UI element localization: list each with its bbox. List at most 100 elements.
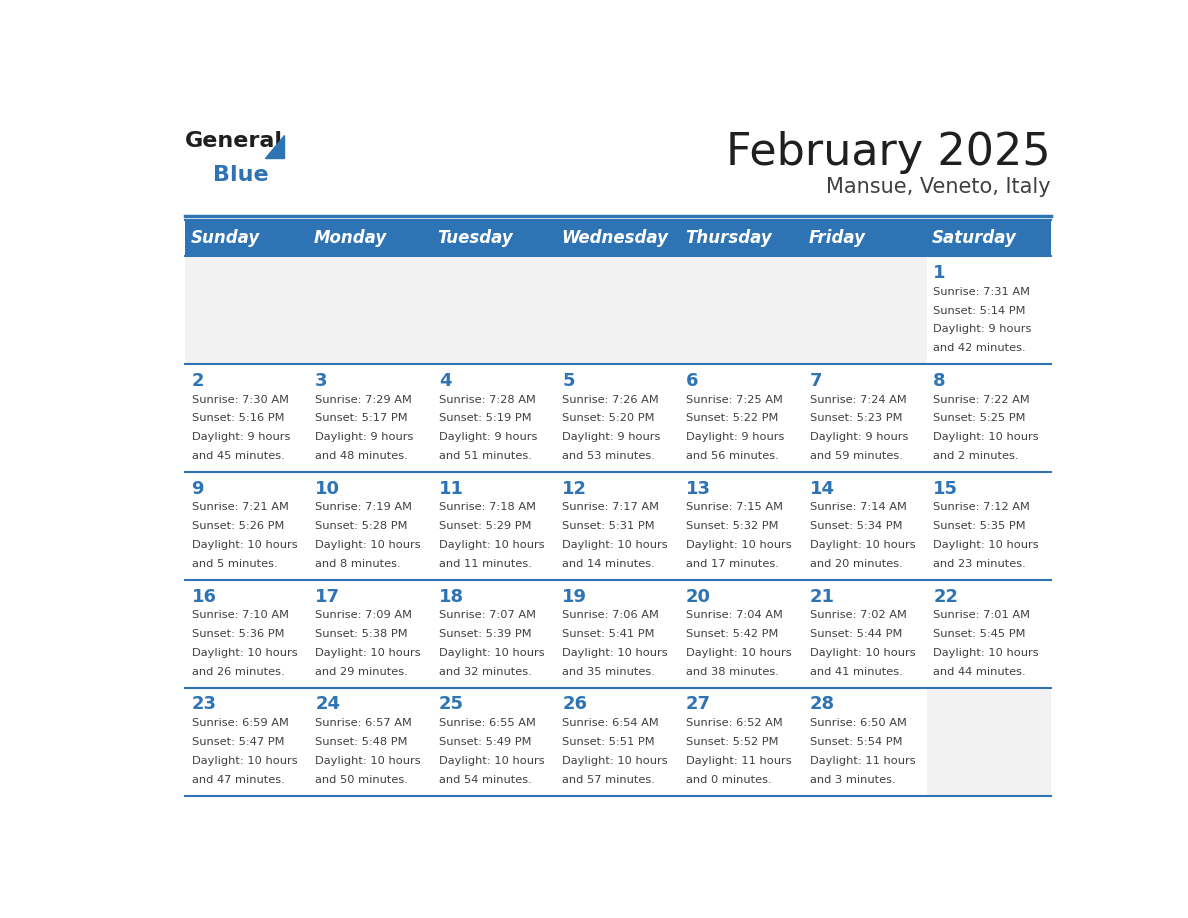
Text: Daylight: 9 hours: Daylight: 9 hours — [438, 432, 537, 442]
Text: and 44 minutes.: and 44 minutes. — [934, 666, 1026, 677]
Text: and 53 minutes.: and 53 minutes. — [562, 451, 656, 461]
Bar — [432, 219, 556, 256]
Text: Daylight: 9 hours: Daylight: 9 hours — [562, 432, 661, 442]
Text: and 47 minutes.: and 47 minutes. — [191, 775, 284, 785]
Text: Sunrise: 7:18 AM: Sunrise: 7:18 AM — [438, 502, 536, 512]
Text: Sunset: 5:44 PM: Sunset: 5:44 PM — [810, 629, 902, 639]
Bar — [803, 688, 927, 796]
Text: Blue: Blue — [213, 165, 268, 185]
Text: Daylight: 9 hours: Daylight: 9 hours — [934, 324, 1031, 334]
Text: 10: 10 — [315, 480, 340, 498]
Text: Sunset: 5:39 PM: Sunset: 5:39 PM — [438, 629, 531, 639]
Bar — [680, 256, 803, 364]
Text: Sunset: 5:36 PM: Sunset: 5:36 PM — [191, 629, 284, 639]
Text: and 38 minutes.: and 38 minutes. — [685, 666, 779, 677]
Bar — [680, 472, 803, 580]
Bar — [309, 256, 432, 364]
Bar — [680, 219, 803, 256]
Text: Sunset: 5:49 PM: Sunset: 5:49 PM — [438, 737, 531, 747]
Bar — [432, 580, 556, 688]
Text: 15: 15 — [934, 480, 959, 498]
Text: Sunrise: 7:22 AM: Sunrise: 7:22 AM — [934, 395, 1030, 405]
Text: Daylight: 10 hours: Daylight: 10 hours — [685, 540, 791, 550]
Bar — [432, 364, 556, 472]
Text: and 59 minutes.: and 59 minutes. — [810, 451, 903, 461]
Text: and 2 minutes.: and 2 minutes. — [934, 451, 1019, 461]
Text: Sunrise: 6:55 AM: Sunrise: 6:55 AM — [438, 718, 536, 728]
Text: Sunday: Sunday — [190, 230, 259, 247]
Text: 20: 20 — [685, 588, 712, 606]
Text: and 50 minutes.: and 50 minutes. — [315, 775, 407, 785]
Text: Daylight: 10 hours: Daylight: 10 hours — [934, 432, 1040, 442]
Text: and 14 minutes.: and 14 minutes. — [562, 559, 655, 569]
Text: Sunset: 5:19 PM: Sunset: 5:19 PM — [438, 413, 531, 423]
Text: Daylight: 10 hours: Daylight: 10 hours — [810, 648, 915, 658]
Bar — [927, 364, 1051, 472]
Text: Sunset: 5:35 PM: Sunset: 5:35 PM — [934, 521, 1026, 532]
Text: Thursday: Thursday — [684, 230, 771, 247]
Text: Sunset: 5:54 PM: Sunset: 5:54 PM — [810, 737, 902, 747]
Text: and 0 minutes.: and 0 minutes. — [685, 775, 772, 785]
Text: 16: 16 — [191, 588, 216, 606]
Text: Sunrise: 7:24 AM: Sunrise: 7:24 AM — [810, 395, 906, 405]
Text: 28: 28 — [810, 696, 835, 713]
Text: and 41 minutes.: and 41 minutes. — [810, 666, 903, 677]
Text: and 26 minutes.: and 26 minutes. — [191, 666, 284, 677]
Text: 8: 8 — [934, 372, 946, 390]
Bar — [309, 472, 432, 580]
Text: Sunrise: 7:07 AM: Sunrise: 7:07 AM — [438, 610, 536, 621]
Bar — [803, 256, 927, 364]
Text: Sunset: 5:31 PM: Sunset: 5:31 PM — [562, 521, 655, 532]
Text: February 2025: February 2025 — [726, 131, 1051, 174]
Text: Sunrise: 7:31 AM: Sunrise: 7:31 AM — [934, 286, 1030, 297]
Text: Sunrise: 7:04 AM: Sunrise: 7:04 AM — [685, 610, 783, 621]
Text: General: General — [185, 131, 283, 151]
Text: Sunset: 5:42 PM: Sunset: 5:42 PM — [685, 629, 778, 639]
Text: Wednesday: Wednesday — [561, 230, 668, 247]
Bar — [556, 688, 680, 796]
Text: 14: 14 — [810, 480, 835, 498]
Text: Sunrise: 7:06 AM: Sunrise: 7:06 AM — [562, 610, 659, 621]
Text: Sunset: 5:22 PM: Sunset: 5:22 PM — [685, 413, 778, 423]
Bar — [680, 364, 803, 472]
Text: Daylight: 10 hours: Daylight: 10 hours — [934, 540, 1040, 550]
Text: Daylight: 10 hours: Daylight: 10 hours — [438, 540, 544, 550]
Text: Sunset: 5:47 PM: Sunset: 5:47 PM — [191, 737, 284, 747]
Text: Daylight: 11 hours: Daylight: 11 hours — [810, 756, 915, 766]
Text: 24: 24 — [315, 696, 340, 713]
Bar — [680, 580, 803, 688]
Text: Sunset: 5:45 PM: Sunset: 5:45 PM — [934, 629, 1025, 639]
Bar — [185, 472, 309, 580]
Text: Sunset: 5:32 PM: Sunset: 5:32 PM — [685, 521, 778, 532]
Text: 3: 3 — [315, 372, 328, 390]
Bar — [432, 688, 556, 796]
Bar — [803, 364, 927, 472]
Text: Daylight: 10 hours: Daylight: 10 hours — [315, 540, 421, 550]
Text: Daylight: 10 hours: Daylight: 10 hours — [810, 540, 915, 550]
Text: Sunrise: 7:10 AM: Sunrise: 7:10 AM — [191, 610, 289, 621]
Text: Sunset: 5:28 PM: Sunset: 5:28 PM — [315, 521, 407, 532]
Bar — [185, 219, 309, 256]
Text: and 54 minutes.: and 54 minutes. — [438, 775, 531, 785]
Text: Daylight: 10 hours: Daylight: 10 hours — [315, 756, 421, 766]
Text: 19: 19 — [562, 588, 587, 606]
Text: Sunset: 5:17 PM: Sunset: 5:17 PM — [315, 413, 407, 423]
Bar — [803, 580, 927, 688]
Text: 7: 7 — [810, 372, 822, 390]
Text: Sunset: 5:48 PM: Sunset: 5:48 PM — [315, 737, 407, 747]
Bar — [432, 256, 556, 364]
Bar — [309, 688, 432, 796]
Text: 23: 23 — [191, 696, 216, 713]
Text: Daylight: 10 hours: Daylight: 10 hours — [934, 648, 1040, 658]
Text: Sunset: 5:51 PM: Sunset: 5:51 PM — [562, 737, 655, 747]
Text: Daylight: 9 hours: Daylight: 9 hours — [810, 432, 908, 442]
Text: Daylight: 9 hours: Daylight: 9 hours — [685, 432, 784, 442]
Text: and 3 minutes.: and 3 minutes. — [810, 775, 896, 785]
Text: Daylight: 10 hours: Daylight: 10 hours — [438, 648, 544, 658]
Text: Saturday: Saturday — [933, 230, 1017, 247]
Text: Daylight: 10 hours: Daylight: 10 hours — [191, 756, 297, 766]
Text: Sunrise: 7:26 AM: Sunrise: 7:26 AM — [562, 395, 659, 405]
Text: Sunrise: 7:02 AM: Sunrise: 7:02 AM — [810, 610, 906, 621]
Text: and 32 minutes.: and 32 minutes. — [438, 666, 531, 677]
Text: Daylight: 10 hours: Daylight: 10 hours — [685, 648, 791, 658]
